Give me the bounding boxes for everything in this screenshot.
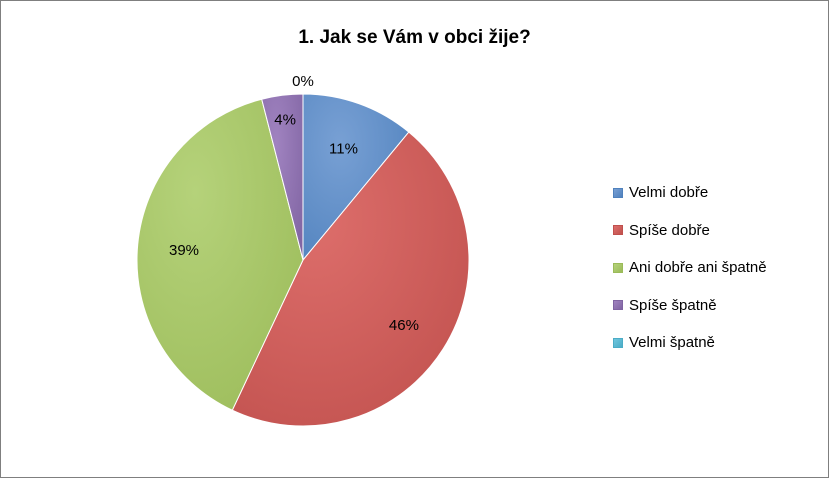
data-label-velmi-dobre: 11% xyxy=(329,141,358,158)
legend-item-velmi-spatne: Velmi špatně xyxy=(613,324,767,362)
legend-swatch xyxy=(613,187,623,198)
legend-label: Velmi dobře xyxy=(629,184,709,202)
pie-slice-spise-spatne xyxy=(261,93,304,261)
legend-item-velmi-dobre: Velmi dobře xyxy=(613,174,767,212)
pie-slice-spise-dobre xyxy=(231,131,470,427)
legend-item-ani-dobre-ani-spatne: Ani dobře ani špatně xyxy=(613,249,767,287)
legend: Velmi dobře Spíše dobře Ani dobře ani šp… xyxy=(613,174,767,362)
pie-slice-velmi-dobre xyxy=(302,93,410,262)
pie-slice-ani-dobre-ani-spatne xyxy=(136,98,304,411)
legend-item-spise-spatne: Spíše špatně xyxy=(613,287,767,325)
legend-swatch xyxy=(613,337,623,348)
legend-swatch xyxy=(613,300,623,311)
legend-swatch xyxy=(613,262,623,273)
chart-title: 1. Jak se Vám v obci žije? xyxy=(298,27,531,48)
data-label-ani-dobre-ani-spatne: 39% xyxy=(169,242,199,259)
pie-slices xyxy=(136,93,470,427)
data-label-spise-dobre: 46% xyxy=(389,317,419,334)
legend-label: Ani dobře ani špatně xyxy=(629,259,767,277)
legend-item-spise-dobre: Spíše dobře xyxy=(613,212,767,250)
data-label-spise-spatne: 4% xyxy=(274,111,296,128)
data-label-velmi-spatne: 0% xyxy=(292,73,314,90)
legend-label: Spíše špatně xyxy=(629,296,717,314)
pie-data-labels: 11% 46% 39% 4% 0% xyxy=(169,73,419,334)
legend-label: Spíše dobře xyxy=(629,221,710,239)
legend-swatch xyxy=(613,225,623,236)
legend-label: Velmi špatně xyxy=(629,334,715,352)
